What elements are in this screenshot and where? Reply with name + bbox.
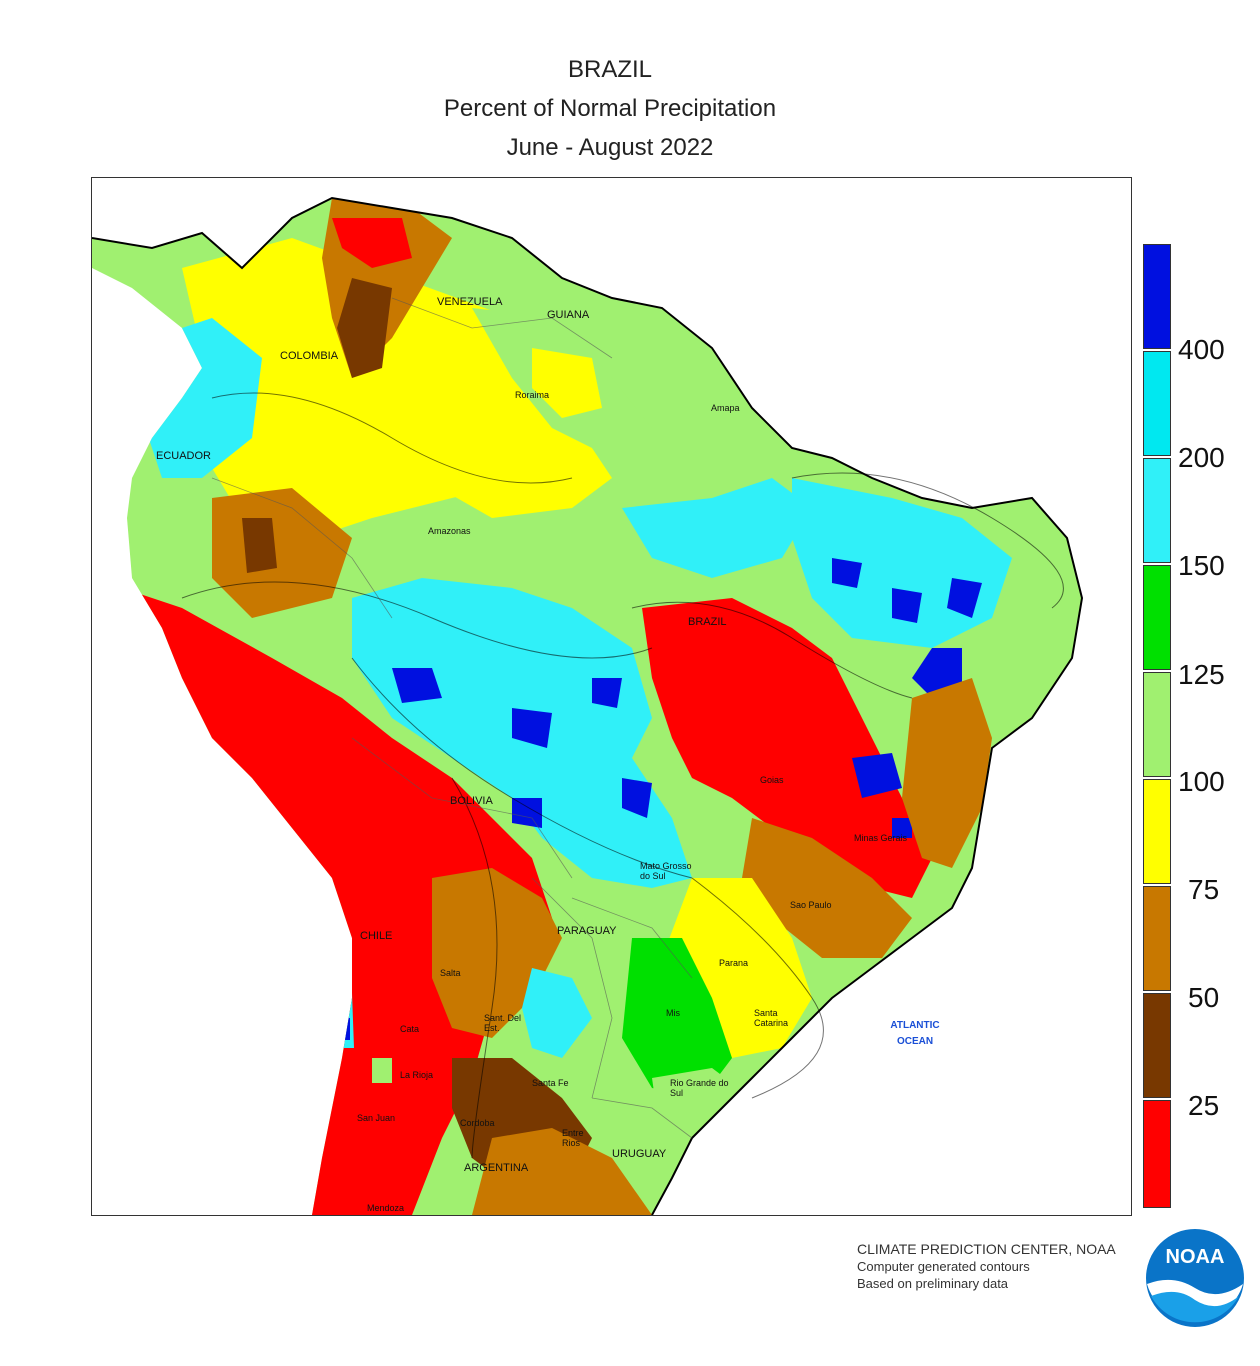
legend-tick-100: 100 bbox=[1178, 766, 1225, 797]
map-title: BRAZIL bbox=[567, 56, 653, 83]
label-santiago-del-estero: Sant. Del Est. bbox=[484, 1013, 522, 1033]
legend-swatch-75-100 bbox=[1143, 779, 1171, 884]
label-misiones: Mis bbox=[666, 1008, 680, 1018]
legend-swatch-100-125 bbox=[1143, 672, 1171, 777]
legend-tick-200: 200 bbox=[1178, 442, 1225, 473]
label-parana: Parana bbox=[719, 958, 749, 968]
credit-source: CLIMATE PREDICTION CENTER, NOAA bbox=[857, 1241, 1116, 1257]
credits-block: CLIMATE PREDICTION CENTER, NOAA Computer… bbox=[857, 1241, 1116, 1292]
credit-data-note: Based on preliminary data bbox=[857, 1276, 1009, 1291]
label-uruguay: URUGUAY bbox=[612, 1148, 667, 1160]
legend-swatch-over-400 bbox=[1143, 244, 1171, 349]
label-amapa: Amapa bbox=[711, 403, 740, 413]
credit-method: Computer generated contours bbox=[857, 1259, 1030, 1274]
legend-swatch-25-50 bbox=[1143, 993, 1171, 1098]
label-ecuador: ECUADOR bbox=[156, 450, 212, 462]
label-la-rioja: La Rioja bbox=[400, 1070, 434, 1080]
label-roraima: Roraima bbox=[515, 390, 550, 400]
coastline bbox=[92, 196, 1084, 1215]
legend-tick-150: 150 bbox=[1178, 550, 1225, 581]
political-borders bbox=[211, 297, 693, 1139]
label-colombia: COLOMBIA bbox=[280, 350, 339, 362]
label-entre-rios: Entre Rios bbox=[562, 1128, 584, 1148]
legend-swatch-50-75 bbox=[1143, 886, 1171, 991]
label-minas-gerais: Minas Gerais bbox=[854, 833, 908, 843]
label-sao-paulo: Sao Paulo bbox=[790, 900, 832, 910]
label-guiana: GUIANA bbox=[547, 309, 590, 321]
noaa-logo-icon: NOAA bbox=[1143, 1226, 1247, 1330]
label-argentina: ARGENTINA bbox=[464, 1162, 529, 1174]
precipitation-map: VENEZUELA GUIANA COLOMBIA ECUADOR BRAZIL… bbox=[91, 177, 1132, 1216]
label-bolivia: BOLIVIA bbox=[450, 795, 493, 807]
label-goias: Goias bbox=[760, 775, 784, 785]
legend-swatch-150-200 bbox=[1143, 458, 1171, 563]
map-period: June - August 2022 bbox=[506, 134, 714, 161]
map-subtitle: Percent of Normal Precipitation bbox=[443, 95, 777, 122]
label-atlantic-ocean: ATLANTIC OCEAN bbox=[890, 1020, 940, 1047]
label-brazil: BRAZIL bbox=[688, 616, 727, 628]
contour-lines bbox=[181, 392, 1064, 1159]
legend-tick-25: 25 bbox=[1188, 1090, 1220, 1121]
label-rio-grande-do-sul: Rio Grande do Sul bbox=[670, 1078, 729, 1098]
color-legend bbox=[1143, 244, 1171, 1212]
label-cata: Cata bbox=[400, 1024, 420, 1034]
legend-tick-125: 125 bbox=[1178, 659, 1225, 690]
label-venezuela: VENEZUELA bbox=[437, 296, 503, 308]
label-san-juan: San Juan bbox=[357, 1113, 396, 1123]
label-santa-catarina: Santa Catarina bbox=[754, 1008, 789, 1028]
legend-tick-400: 400 bbox=[1178, 334, 1225, 365]
label-amazonas: Amazonas bbox=[428, 526, 471, 536]
label-paraguay: PARAGUAY bbox=[557, 925, 617, 937]
map-graphic bbox=[92, 196, 1084, 1215]
legend-tick-50: 50 bbox=[1188, 982, 1220, 1013]
label-mato-grosso-do-sul: Mato Grosso do Sul bbox=[640, 861, 692, 881]
label-santa-fe: Santa Fe bbox=[532, 1078, 569, 1088]
legend-swatch-under-25 bbox=[1143, 1100, 1171, 1208]
label-cordoba: Cordoba bbox=[460, 1118, 495, 1128]
label-salta: Salta bbox=[440, 968, 461, 978]
precip-field bbox=[92, 198, 1082, 1215]
label-chile: CHILE bbox=[360, 930, 393, 942]
label-mendoza: Mendoza bbox=[367, 1203, 405, 1213]
legend-tick-75: 75 bbox=[1188, 874, 1220, 905]
legend-swatch-200-400 bbox=[1143, 351, 1171, 456]
noaa-logo-text: NOAA bbox=[1166, 1246, 1225, 1268]
legend-swatch-125-150 bbox=[1143, 565, 1171, 670]
